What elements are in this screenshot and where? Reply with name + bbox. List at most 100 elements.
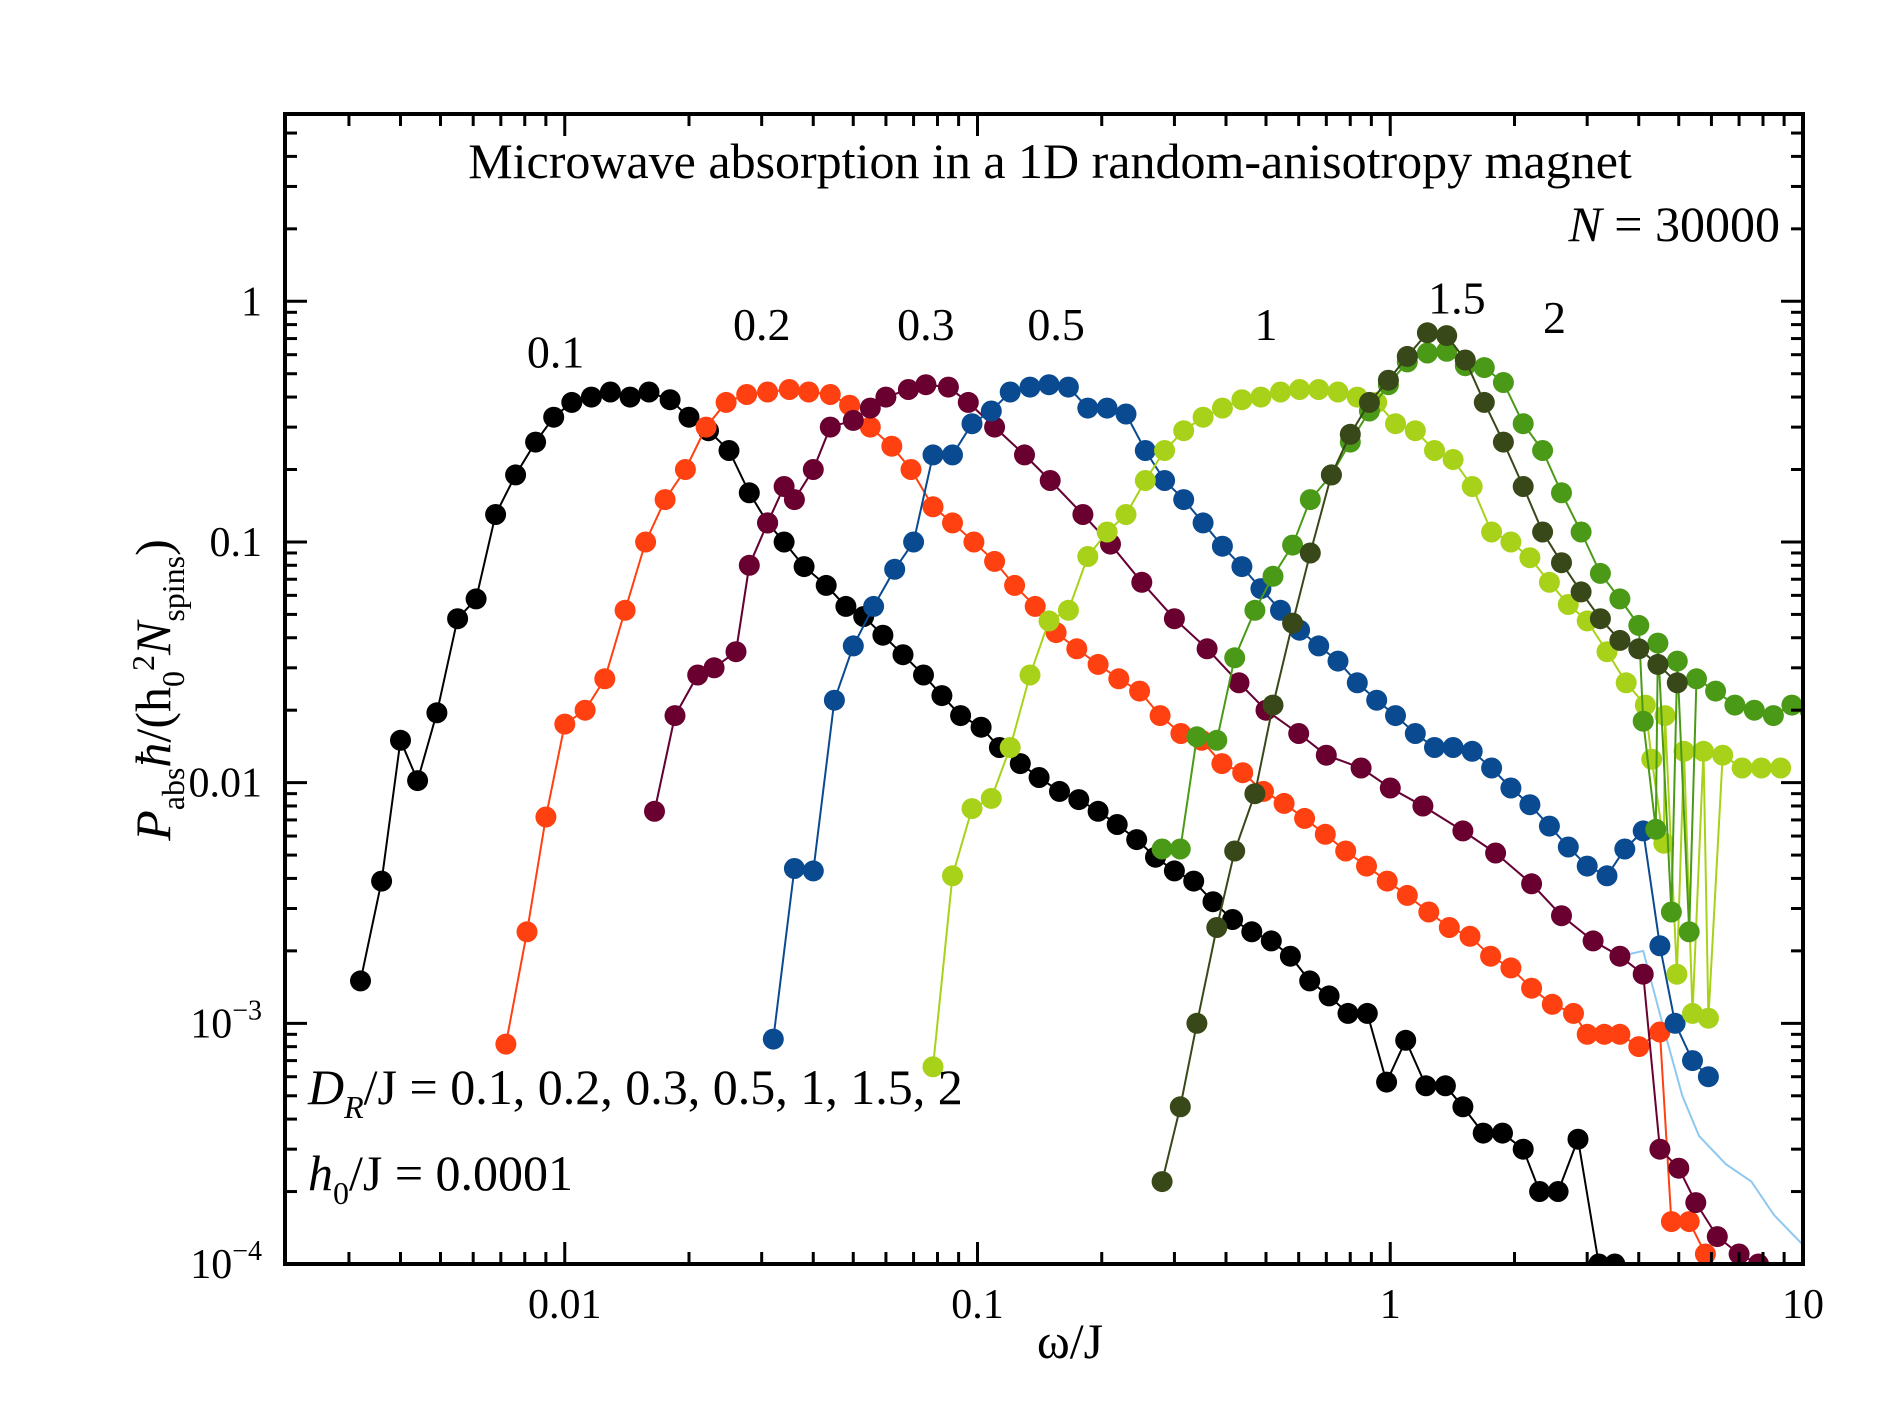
data-point xyxy=(961,798,983,820)
data-point xyxy=(1472,1122,1494,1144)
data-point xyxy=(999,737,1021,758)
data-point xyxy=(1115,504,1137,525)
data-point xyxy=(802,860,824,882)
data-point xyxy=(783,858,805,879)
data-point xyxy=(1649,935,1671,957)
data-point xyxy=(1077,397,1099,419)
data-point xyxy=(1019,664,1041,686)
data-point xyxy=(757,381,779,403)
data-point xyxy=(703,657,725,679)
data-point xyxy=(525,431,547,453)
data-point xyxy=(1019,376,1041,398)
data-point xyxy=(950,705,972,727)
data-point xyxy=(1039,470,1061,491)
data-point xyxy=(1762,705,1784,727)
data-point xyxy=(1452,820,1474,842)
data-point xyxy=(1634,694,1656,716)
data-point xyxy=(1024,595,1046,617)
data-point xyxy=(1149,705,1171,727)
data-point xyxy=(1519,794,1541,816)
data-point xyxy=(1211,753,1233,775)
data-point xyxy=(1538,571,1560,593)
data-point xyxy=(543,406,565,428)
data-point xyxy=(913,664,934,686)
data-point xyxy=(1244,783,1266,805)
data-point xyxy=(1557,594,1579,615)
data-point xyxy=(1377,369,1399,391)
data-point xyxy=(1108,668,1130,690)
data-point xyxy=(1628,1036,1650,1058)
data-point xyxy=(1228,672,1250,694)
data-point xyxy=(1473,391,1495,413)
data-point xyxy=(1250,386,1272,408)
data-point xyxy=(1438,917,1460,938)
data-point xyxy=(884,558,906,580)
series-2 xyxy=(1151,322,1688,1193)
data-point xyxy=(1481,521,1503,543)
data-point xyxy=(1320,464,1342,486)
data-point xyxy=(1356,855,1377,877)
data-point xyxy=(1270,381,1291,403)
data-point xyxy=(447,608,469,630)
h0-annotation: h0/J = 0.0001 xyxy=(308,1145,573,1211)
data-point xyxy=(1589,562,1611,584)
y-tick-label: 1 xyxy=(241,279,262,325)
data-point xyxy=(1126,829,1148,851)
data-point xyxy=(1134,470,1156,491)
data-point xyxy=(1454,349,1476,371)
plot-frame xyxy=(283,112,1805,1266)
y-label-hbar: ħ xyxy=(125,743,181,768)
y-tick-exp: −3 xyxy=(232,995,262,1026)
data-point xyxy=(1614,838,1636,860)
data-point xyxy=(1337,1002,1359,1024)
data-point xyxy=(1686,668,1707,690)
data-point xyxy=(1596,865,1618,887)
data-point xyxy=(1532,521,1554,543)
series-label: 2 xyxy=(1543,292,1566,343)
data-point xyxy=(505,464,527,486)
y-tick-base: 10 xyxy=(190,1242,232,1288)
data-point xyxy=(1294,807,1316,829)
data-point xyxy=(1750,757,1772,779)
data-point xyxy=(1660,1211,1682,1233)
data-point xyxy=(1192,512,1214,534)
data-point xyxy=(922,496,944,518)
data-point xyxy=(594,668,616,690)
y-tick-label: 0.1 xyxy=(210,520,263,566)
y-label-abs: abs xyxy=(155,768,191,811)
data-point xyxy=(1649,1021,1671,1043)
series-1 xyxy=(922,379,1792,1078)
data-point xyxy=(922,444,944,466)
data-point xyxy=(1434,1075,1456,1097)
data-point xyxy=(922,1056,944,1078)
data-point xyxy=(1521,977,1543,999)
data-point xyxy=(773,531,795,553)
data-point xyxy=(1066,638,1088,660)
data-point xyxy=(1131,571,1153,593)
data-point xyxy=(1151,1171,1173,1193)
data-point xyxy=(892,644,914,666)
series-0.1 xyxy=(350,381,1626,1264)
dr-annotation: DR/J = 0.1, 0.2, 0.3, 0.5, 1, 1.5, 2 xyxy=(307,1059,963,1125)
h0-sub: 0 xyxy=(333,1175,349,1211)
h0-rest: /J = 0.0001 xyxy=(349,1145,573,1201)
data-point xyxy=(1192,406,1214,428)
data-point xyxy=(1461,476,1483,497)
data-point xyxy=(736,384,758,405)
data-point xyxy=(1356,1002,1378,1024)
data-point xyxy=(1014,444,1035,466)
data-point xyxy=(1106,814,1128,835)
data-point xyxy=(819,416,841,438)
data-point xyxy=(1492,431,1514,453)
data-point xyxy=(1038,610,1060,632)
data-point xyxy=(1668,1157,1690,1179)
data-point xyxy=(1327,381,1349,403)
data-point xyxy=(1682,1050,1703,1072)
data-point xyxy=(1551,482,1572,504)
data-point xyxy=(1712,744,1734,766)
x-tick-label: 0.1 xyxy=(951,1282,1004,1328)
dr-var: D xyxy=(307,1059,344,1115)
data-point xyxy=(1358,391,1380,413)
data-point xyxy=(485,504,507,525)
y-tick-base: 10 xyxy=(190,1001,232,1047)
